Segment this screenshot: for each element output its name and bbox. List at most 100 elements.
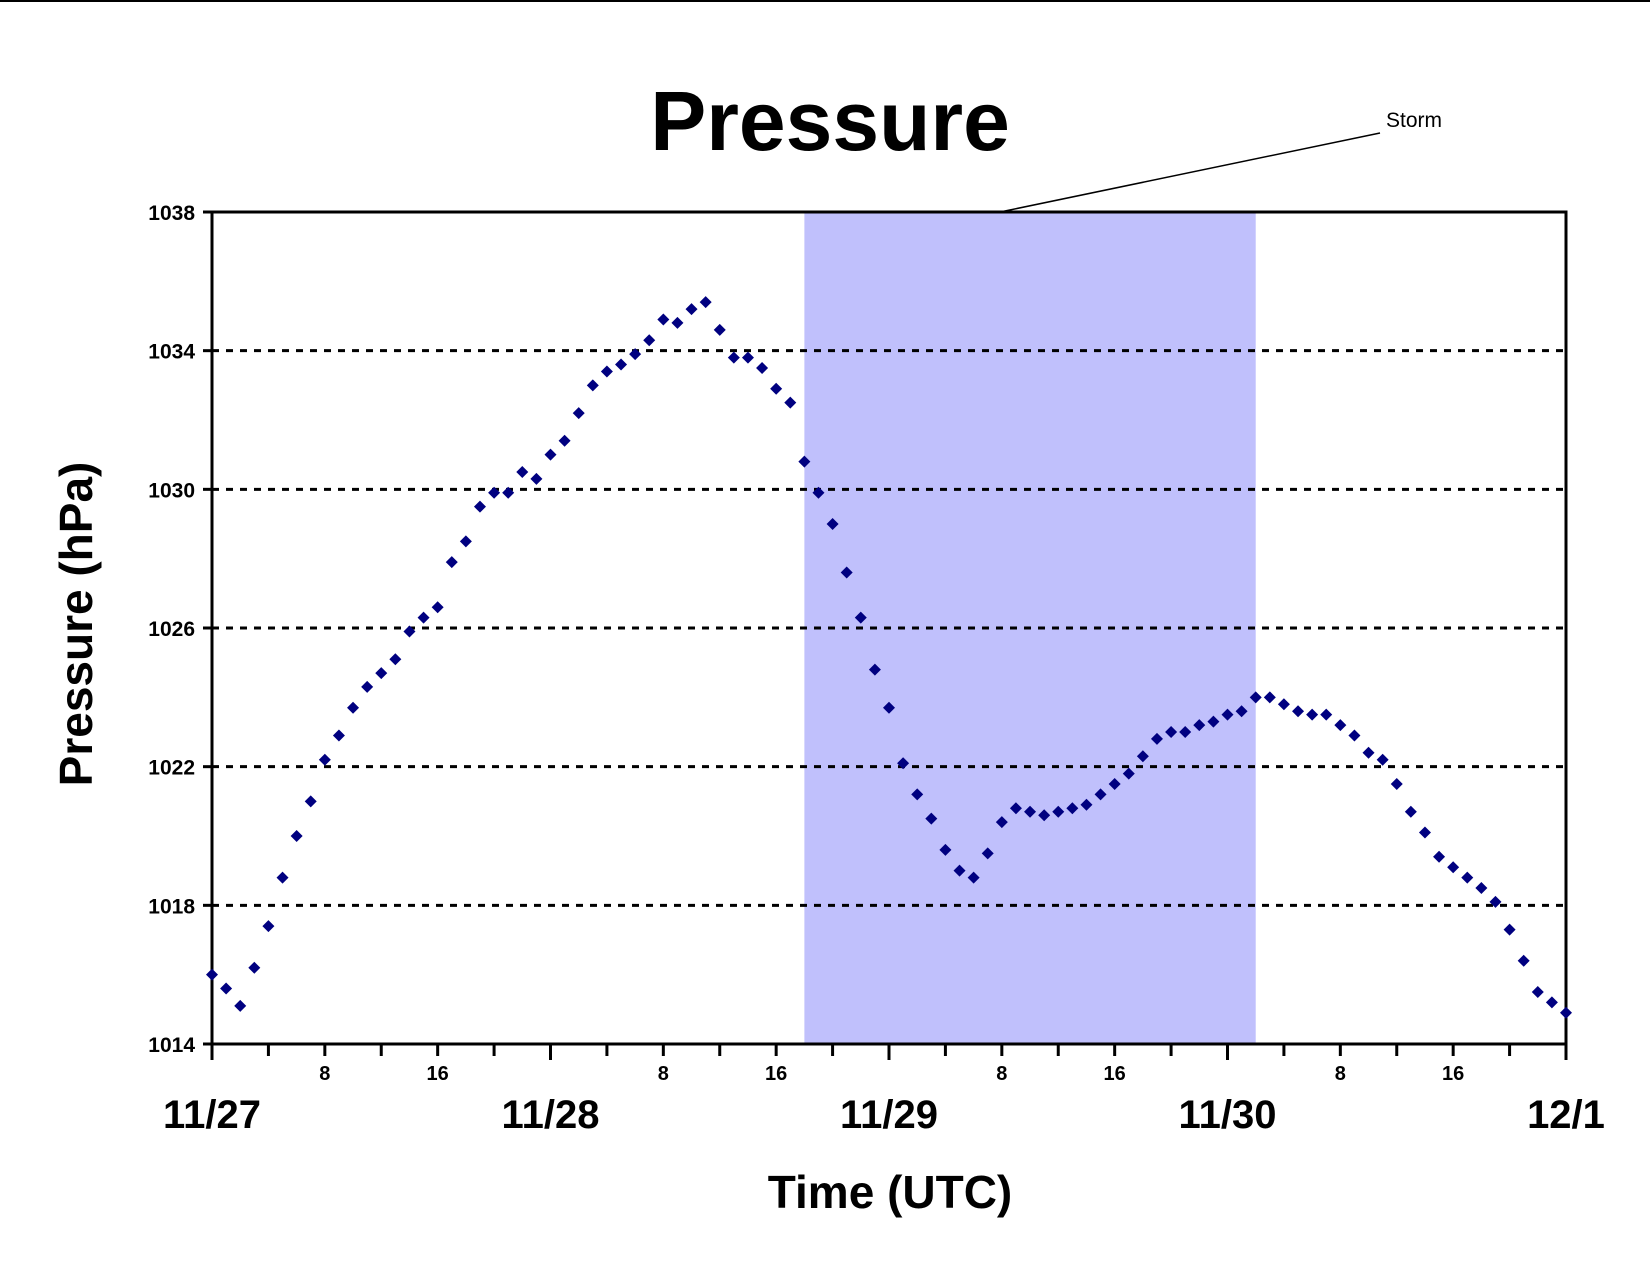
data-point — [868, 663, 881, 676]
data-point — [840, 566, 853, 579]
data-point — [1334, 719, 1347, 732]
chart-title: Pressure — [650, 74, 1010, 168]
data-point — [1122, 767, 1135, 780]
data-point — [1560, 1006, 1572, 1019]
data-point — [1235, 705, 1248, 718]
data-point — [741, 351, 754, 364]
data-point — [798, 455, 811, 468]
data-point — [1108, 778, 1121, 790]
x-date-label-4: 12/1 — [1527, 1093, 1605, 1137]
y-tick-label-1038: 1038 — [148, 202, 195, 225]
data-point — [1320, 708, 1333, 721]
data-point — [770, 382, 783, 395]
data-point — [1418, 826, 1431, 839]
data-point — [431, 601, 444, 614]
data-point — [981, 847, 994, 860]
data-point — [1404, 805, 1417, 818]
top-border-line — [0, 0, 1650, 2]
data-point — [1165, 726, 1178, 738]
data-point — [502, 486, 515, 499]
data-point — [812, 486, 825, 499]
x-date-label-3: 11/30 — [1179, 1093, 1277, 1137]
data-point — [1150, 732, 1163, 745]
x-hour-label-32: 8 — [658, 1063, 669, 1085]
x-date-label-2: 11/29 — [840, 1093, 938, 1137]
y-tick-label-1034: 1034 — [148, 341, 195, 364]
storm-leader-line — [999, 132, 1381, 213]
data-point — [784, 396, 797, 409]
data-point — [699, 296, 712, 309]
data-point — [572, 407, 585, 420]
x-hour-label-64: 16 — [1104, 1063, 1126, 1085]
data-point — [445, 556, 458, 569]
data-point — [967, 871, 980, 884]
data-point — [1545, 996, 1558, 1009]
data-point — [1461, 871, 1474, 884]
data-point — [1136, 750, 1149, 763]
data-point — [1009, 802, 1022, 815]
storm-annotation-label: Storm — [1386, 109, 1442, 132]
data-point — [1263, 691, 1276, 704]
data-point — [290, 830, 303, 842]
data-point — [1179, 726, 1192, 738]
data-point — [1390, 778, 1403, 790]
data-point — [1503, 923, 1516, 936]
data-point — [516, 466, 529, 478]
x-hour-label-88: 16 — [1442, 1063, 1464, 1085]
data-point — [558, 434, 571, 447]
y-tick-label-1026: 1026 — [148, 618, 195, 641]
data-point — [1517, 954, 1530, 967]
data-point — [318, 753, 331, 766]
data-point — [1277, 698, 1290, 711]
data-point — [629, 348, 642, 361]
x-hour-label-56: 8 — [996, 1063, 1007, 1085]
data-point — [304, 795, 317, 808]
data-point — [911, 788, 924, 801]
data-point — [544, 448, 557, 461]
data-point — [1193, 719, 1206, 732]
x-date-label-1: 11/28 — [502, 1093, 600, 1137]
data-point — [600, 365, 613, 378]
data-point — [206, 968, 218, 981]
data-point — [727, 351, 740, 364]
y-tick-label-1014: 1014 — [148, 1034, 195, 1057]
x-hour-label-40: 16 — [765, 1063, 787, 1085]
data-point — [1306, 708, 1319, 721]
data-point — [1094, 788, 1107, 801]
x-hour-label-8: 8 — [319, 1063, 330, 1085]
y-tick-label-1022: 1022 — [148, 757, 195, 780]
data-point — [332, 729, 345, 742]
data-point — [220, 982, 233, 995]
data-point — [1207, 715, 1220, 728]
data-point — [939, 843, 952, 856]
data-point — [1447, 861, 1460, 874]
data-point — [488, 486, 501, 499]
y-tick-label-1018: 1018 — [148, 895, 195, 918]
data-point — [586, 379, 599, 392]
data-point — [826, 518, 839, 530]
data-point — [1433, 850, 1446, 863]
data-point — [1489, 895, 1502, 908]
y-axis-title: Pressure (hPa) — [50, 462, 102, 787]
data-point — [643, 334, 656, 347]
data-point — [756, 362, 769, 374]
y-tick-label-1030: 1030 — [148, 479, 195, 502]
data-point — [459, 535, 472, 548]
data-point — [1024, 805, 1037, 818]
data-point — [854, 611, 867, 624]
data-point — [403, 625, 416, 638]
data-point — [248, 961, 261, 974]
data-point — [615, 358, 628, 371]
data-point — [671, 316, 684, 329]
data-point — [1348, 729, 1361, 742]
data-point — [361, 680, 374, 693]
x-axis-title: Time (UTC) — [768, 1166, 1013, 1218]
data-point — [1221, 708, 1234, 721]
data-point — [276, 871, 289, 884]
data-point — [995, 816, 1008, 829]
data-point — [1249, 691, 1262, 704]
data-point — [234, 999, 247, 1012]
data-point — [685, 303, 698, 316]
data-point — [1066, 802, 1079, 815]
